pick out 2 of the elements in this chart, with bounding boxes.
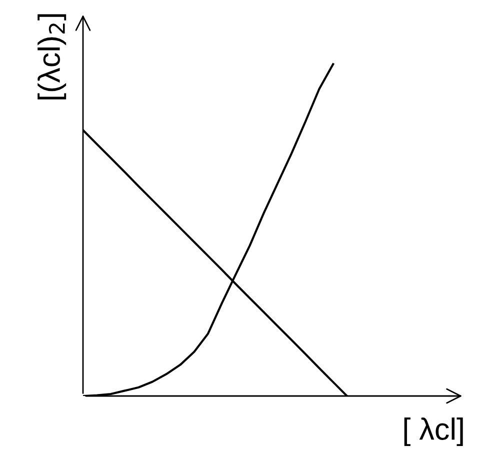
x-axis-title: [ λcl] <box>404 418 463 446</box>
y-axis-title: [(λcl)$_{2}$] <box>38 14 66 100</box>
